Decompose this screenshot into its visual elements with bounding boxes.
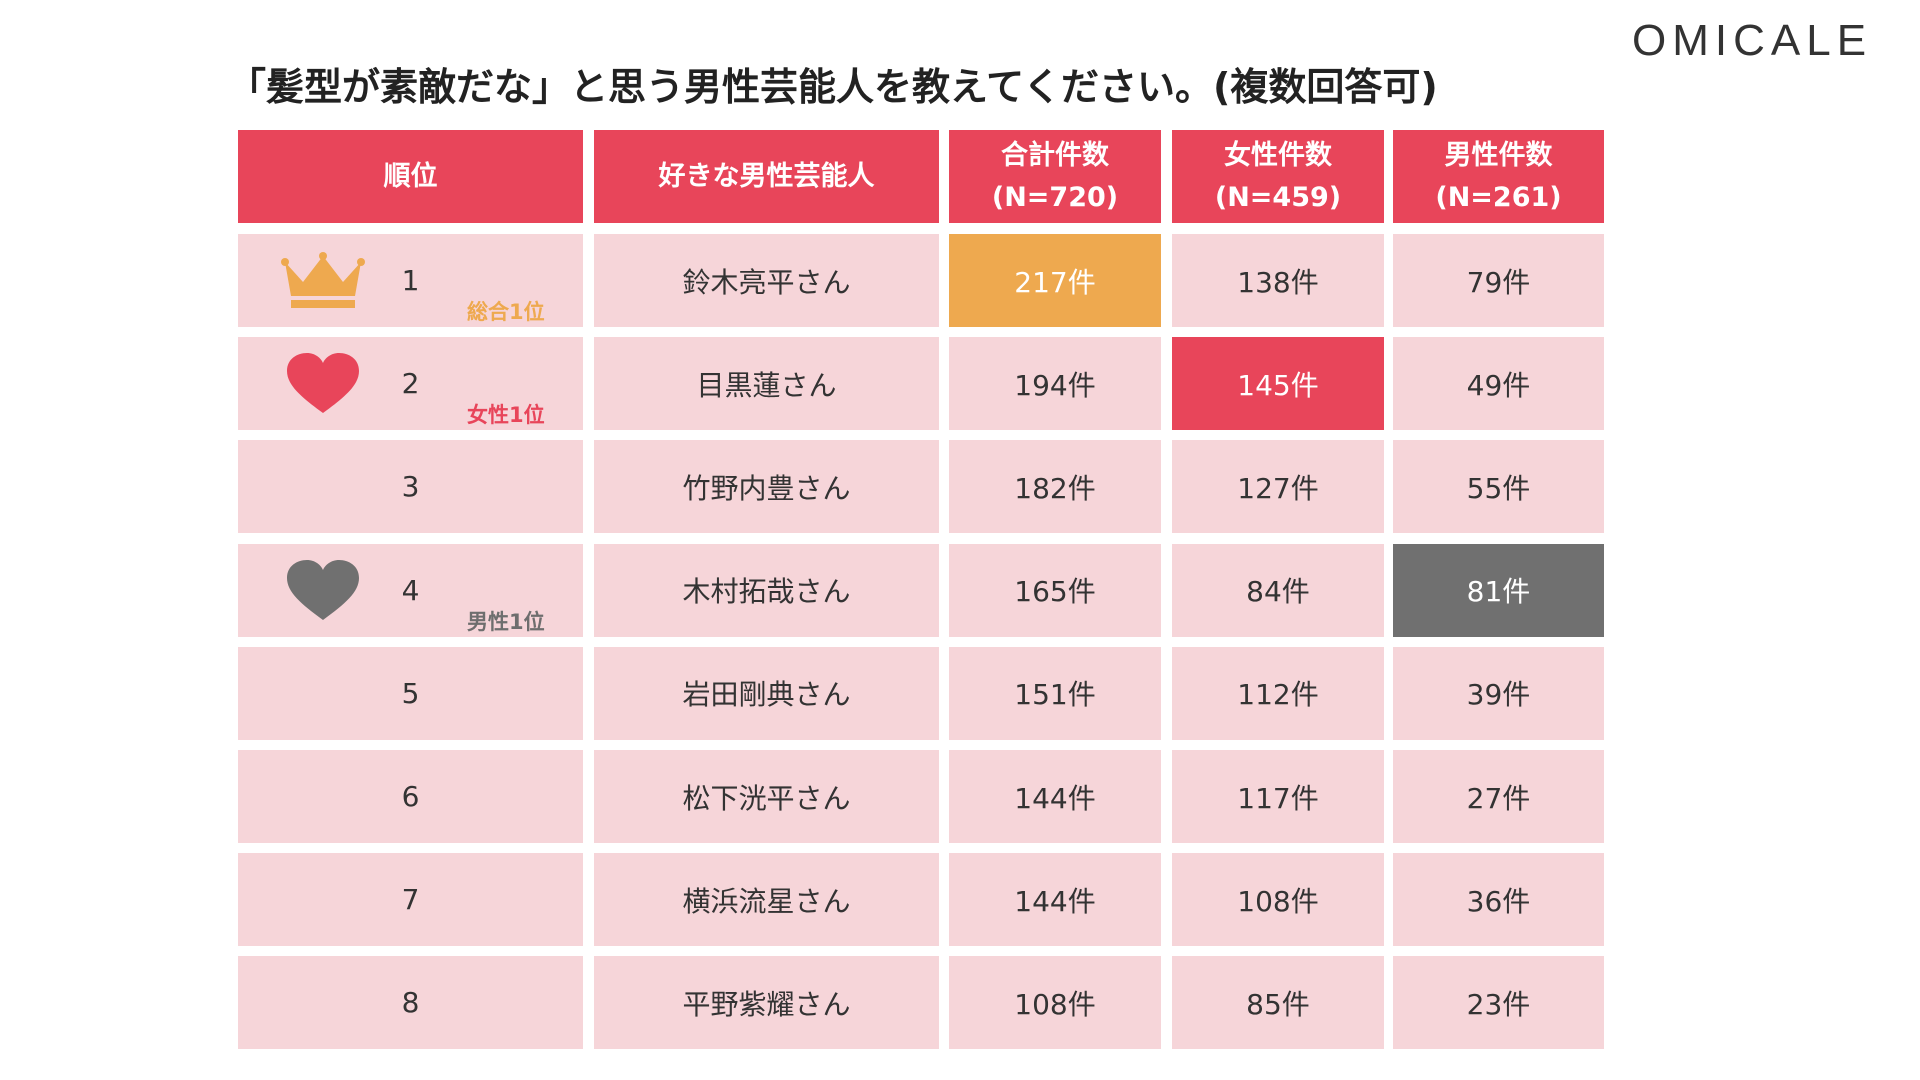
count-cell: 117件 bbox=[1172, 750, 1384, 843]
header-text: (N=261) bbox=[1435, 181, 1562, 213]
rank-cell: 5 bbox=[238, 646, 583, 740]
rank-cell: 6 bbox=[238, 750, 583, 843]
name-cell: 松下洸平さん bbox=[594, 750, 939, 843]
name-cell: 鈴木亮平さん bbox=[594, 234, 939, 327]
count-cell: 165件 bbox=[949, 543, 1161, 637]
name-cell: 目黒蓮さん bbox=[594, 337, 939, 431]
header-cell: 合計件数 (N=720) bbox=[949, 130, 1161, 223]
count-cell: 27件 bbox=[1393, 750, 1604, 843]
count-cell: 108件 bbox=[1172, 853, 1384, 947]
count-cell: 217件 bbox=[949, 234, 1161, 327]
header-cell: 好きな男性芸能人 bbox=[594, 130, 939, 223]
count-cell: 79件 bbox=[1393, 234, 1604, 327]
name-cell: 竹野内豊さん bbox=[594, 440, 939, 534]
name-cell: 平野紫耀さん bbox=[594, 956, 939, 1050]
count-cell: 144件 bbox=[949, 750, 1161, 843]
header-text: (N=459) bbox=[1214, 181, 1342, 213]
heart-icon bbox=[287, 559, 359, 620]
count-cell: 49件 bbox=[1393, 337, 1604, 431]
header-cell: 順位 bbox=[238, 130, 583, 223]
count-cell: 55件 bbox=[1393, 440, 1604, 534]
name-cell: 横浜流星さん bbox=[594, 853, 939, 947]
logo: OMICALE bbox=[1632, 16, 1873, 65]
rank-cell: 8 bbox=[238, 956, 583, 1050]
name-cell: 木村拓哉さん bbox=[594, 543, 939, 637]
count-cell: 108件 bbox=[949, 956, 1161, 1050]
name-cell: 岩田剛典さん bbox=[594, 646, 939, 740]
count-cell: 151件 bbox=[949, 646, 1161, 740]
crown-icon bbox=[281, 252, 365, 308]
count-cell: 81件 bbox=[1393, 543, 1604, 637]
count-cell: 36件 bbox=[1393, 853, 1604, 947]
count-cell: 138件 bbox=[1172, 234, 1384, 327]
count-cell: 145件 bbox=[1172, 337, 1384, 431]
count-cell: 84件 bbox=[1172, 543, 1384, 637]
count-cell: 23件 bbox=[1393, 956, 1604, 1050]
header-cell: 女性件数 (N=459) bbox=[1172, 130, 1384, 223]
header-text: (N=720) bbox=[991, 181, 1119, 213]
header-text: 女性件数 bbox=[1224, 139, 1332, 171]
badge: 男性1位 bbox=[467, 609, 545, 634]
count-cell: 182件 bbox=[949, 440, 1161, 534]
header-cell: 男性件数 (N=261) bbox=[1393, 130, 1604, 223]
count-cell: 112件 bbox=[1172, 646, 1384, 740]
header-text: 順位 bbox=[383, 160, 438, 192]
heart-icon bbox=[287, 353, 359, 414]
badge: 女性1位 bbox=[467, 403, 545, 428]
count-cell: 194件 bbox=[949, 337, 1161, 431]
header-text: 好きな男性芸能人 bbox=[658, 160, 875, 192]
count-cell: 85件 bbox=[1172, 956, 1384, 1050]
badge: 総合1位 bbox=[467, 300, 545, 324]
header-text: 合計件数 bbox=[1001, 139, 1109, 171]
header-text: 男性件数 bbox=[1444, 139, 1553, 171]
title: 「髪型が素敵だな」と思う男性芸能人を教えてください。(複数回答可) bbox=[228, 65, 1438, 109]
count-cell: 127件 bbox=[1172, 440, 1384, 534]
count-cell: 144件 bbox=[949, 853, 1161, 947]
rank-cell: 7 bbox=[238, 853, 583, 947]
count-cell: 39件 bbox=[1393, 646, 1604, 740]
rank-cell: 3 bbox=[238, 440, 583, 534]
